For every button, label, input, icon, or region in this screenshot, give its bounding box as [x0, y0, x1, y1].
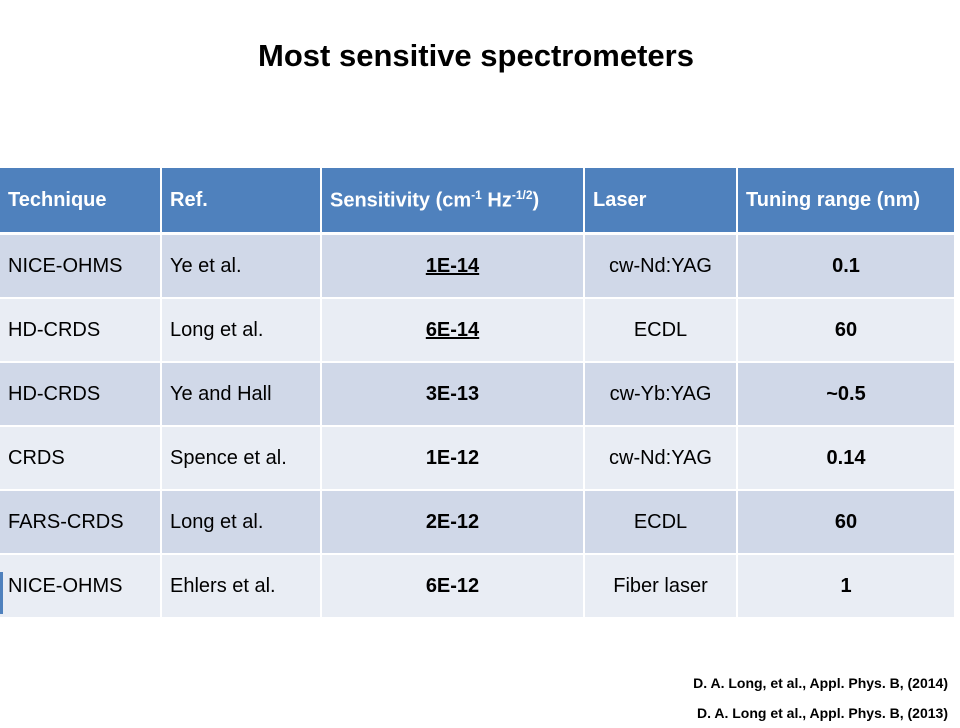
table-row: HD-CRDS Ye and Hall 3E-13 cw-Yb:YAG ~0.5 — [0, 362, 954, 427]
cell-laser: ECDL — [584, 490, 738, 555]
cell-technique: HD-CRDS — [0, 298, 162, 363]
references: D. A. Long, et al., Appl. Phys. B, (2014… — [693, 668, 948, 728]
cell-laser: ECDL — [584, 298, 738, 363]
table-row: NICE-OHMS Ehlers et al. 6E-12 Fiber lase… — [0, 554, 954, 619]
header-ref: Ref. — [161, 168, 322, 235]
cell-tuning: 0.1 — [737, 233, 954, 299]
cell-tuning: 60 — [737, 490, 954, 555]
cell-ref: Long et al. — [161, 490, 322, 555]
cell-technique: HD-CRDS — [0, 362, 162, 427]
header-sensitivity-sup2: -1/2 — [511, 187, 533, 202]
table-row: CRDS Spence et al. 1E-12 cw-Nd:YAG 0.14 — [0, 426, 954, 491]
row-accent-bar — [0, 572, 3, 614]
cell-technique: NICE-OHMS — [0, 554, 162, 619]
header-technique: Technique — [0, 168, 162, 235]
header-sensitivity: Sensitivity (cm-1 Hz-1/2) — [321, 168, 585, 235]
header-sensitivity-mid: Hz — [481, 189, 512, 212]
cell-sensitivity: 2E-12 — [321, 490, 585, 555]
cell-laser: Fiber laser — [584, 554, 738, 619]
cell-ref: Ehlers et al. — [161, 554, 322, 619]
cell-laser: cw-Nd:YAG — [584, 233, 738, 299]
cell-tuning: 1 — [737, 554, 954, 619]
header-laser: Laser — [584, 168, 738, 235]
table-row: FARS-CRDS Long et al. 2E-12 ECDL 60 — [0, 490, 954, 555]
header-sensitivity-post: ) — [532, 189, 540, 212]
header-sensitivity-pre: Sensitivity (cm — [330, 189, 472, 212]
reference-line: D. A. Long, et al., Appl. Phys. B, (2014… — [693, 675, 948, 691]
spectrometers-table: Technique Ref. Sensitivity (cm-1 Hz-1/2)… — [0, 168, 954, 619]
cell-laser: cw-Nd:YAG — [584, 426, 738, 491]
cell-sensitivity: 6E-14 — [321, 298, 585, 363]
table-row: HD-CRDS Long et al. 6E-14 ECDL 60 — [0, 298, 954, 363]
table-row: NICE-OHMS Ye et al. 1E-14 cw-Nd:YAG 0.1 — [0, 233, 954, 299]
cell-ref: Spence et al. — [161, 426, 322, 491]
cell-technique: FARS-CRDS — [0, 490, 162, 555]
cell-tuning: ~0.5 — [737, 362, 954, 427]
reference-line: D. A. Long et al., Appl. Phys. B, (2013) — [696, 705, 948, 721]
table-header-row: Technique Ref. Sensitivity (cm-1 Hz-1/2)… — [0, 168, 954, 235]
cell-sensitivity: 1E-14 — [321, 233, 585, 299]
cell-sensitivity: 3E-13 — [321, 362, 585, 427]
cell-technique: CRDS — [0, 426, 162, 491]
header-sensitivity-sup1: -1 — [471, 187, 482, 202]
cell-ref: Ye et al. — [161, 233, 322, 299]
cell-ref: Ye and Hall — [161, 362, 322, 427]
slide-title: Most sensitive spectrometers — [258, 38, 694, 73]
header-tuning: Tuning range (nm) — [737, 168, 954, 235]
cell-tuning: 60 — [737, 298, 954, 363]
cell-tuning: 0.14 — [737, 426, 954, 491]
cell-ref: Long et al. — [161, 298, 322, 363]
cell-technique: NICE-OHMS — [0, 233, 162, 299]
cell-sensitivity: 1E-12 — [321, 426, 585, 491]
cell-laser: cw-Yb:YAG — [584, 362, 738, 427]
cell-sensitivity: 6E-12 — [321, 554, 585, 619]
